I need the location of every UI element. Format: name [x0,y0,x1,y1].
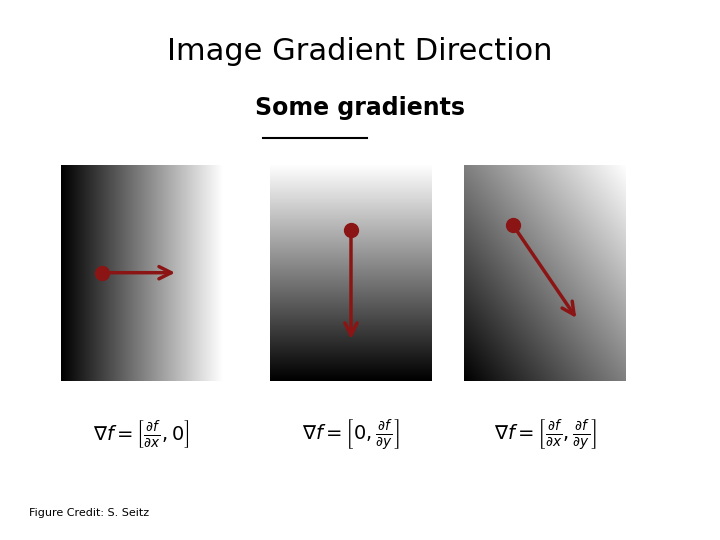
Text: Some gradients: Some gradients [255,96,465,120]
Text: $\nabla f = \left[\frac{\partial f}{\partial x}, 0\right]$: $\nabla f = \left[\frac{\partial f}{\par… [94,419,190,450]
Text: $\nabla f = \left[0, \frac{\partial f}{\partial y}\right]$: $\nabla f = \left[0, \frac{\partial f}{\… [302,417,400,452]
Text: Figure Credit: S. Seitz: Figure Credit: S. Seitz [29,508,149,518]
Text: Image Gradient Direction: Image Gradient Direction [167,37,553,66]
Text: $\nabla f = \left[\frac{\partial f}{\partial x}, \frac{\partial f}{\partial y}\r: $\nabla f = \left[\frac{\partial f}{\par… [494,417,596,452]
